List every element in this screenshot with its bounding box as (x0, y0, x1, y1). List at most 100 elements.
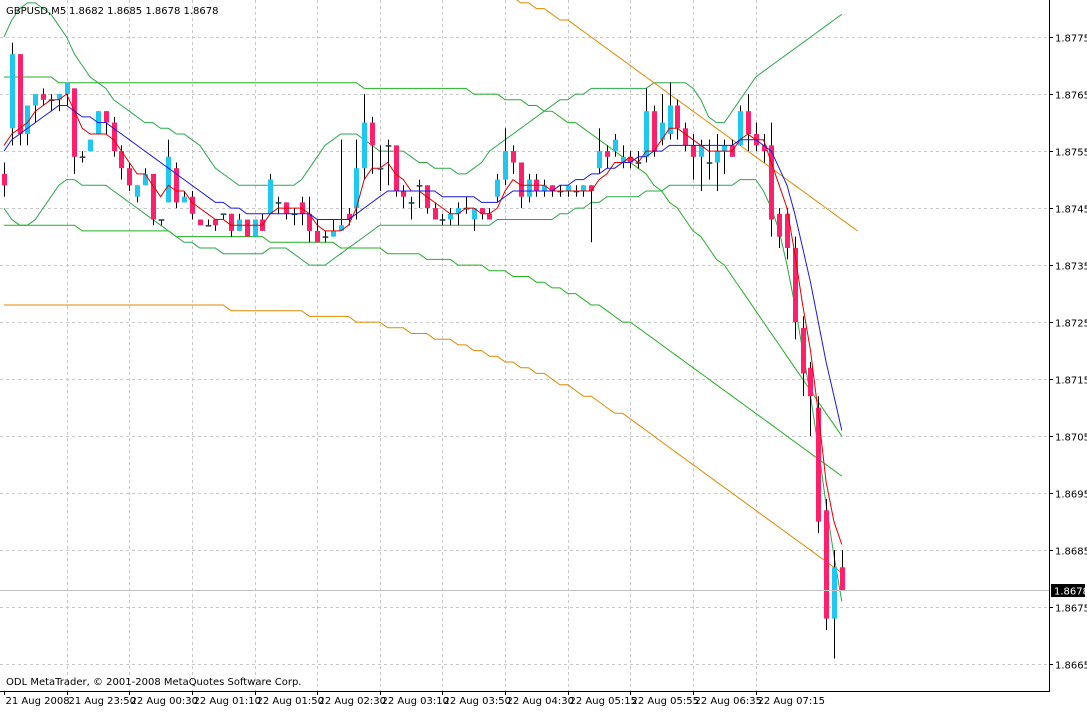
candle-body-bull (362, 122, 367, 169)
candle-body-bear (41, 94, 46, 100)
y-tick-label: 1.8765 (1055, 91, 1087, 102)
x-tick-label: 22 Aug 05:55 (632, 696, 699, 707)
candle-body-bull (503, 151, 508, 180)
candle (300, 196, 305, 226)
candle-body-bear (245, 219, 250, 237)
candle-body-bull (439, 219, 446, 221)
candle (448, 208, 453, 226)
candle (25, 105, 30, 146)
candle-body-bull (621, 156, 626, 163)
candle-body-bull (832, 567, 837, 619)
candle (370, 116, 375, 174)
candle (275, 196, 282, 214)
candle-body-bull (581, 185, 586, 191)
candle-body-bull (527, 179, 532, 197)
candle-body-bull (738, 111, 743, 146)
candle (652, 105, 657, 157)
x-tick-label: 22 Aug 05:15 (570, 696, 637, 707)
candle (166, 139, 171, 203)
candle (840, 550, 845, 591)
candle-body-bear (550, 185, 555, 191)
candle-body-bull (660, 122, 665, 140)
candle-body-bear (104, 111, 109, 123)
price-axis: 1.8775 1.8765 1.8755 1.8745 1.8735 1.8725 1.87… (1049, 34, 1087, 672)
candle (362, 94, 367, 180)
y-tick-label: 1.8705 (1055, 433, 1087, 444)
candle-body-bull (354, 168, 359, 209)
candle (88, 139, 93, 152)
candle-body-bear (433, 208, 438, 220)
candle-body-bull (715, 151, 720, 163)
x-tick-label: 22 Aug 07:15 (758, 696, 825, 707)
candle (182, 190, 187, 203)
candle (112, 116, 117, 157)
candle (762, 133, 767, 163)
candle-body-bear (801, 327, 806, 374)
candle (10, 42, 15, 146)
candle (439, 213, 446, 226)
candle (433, 202, 438, 220)
candle-body-bull (542, 185, 547, 191)
current-price-tag-bg (1051, 584, 1085, 597)
candle (151, 173, 156, 226)
candle (660, 94, 665, 146)
candle-body-bull (416, 185, 423, 187)
candle (605, 145, 610, 169)
candle (18, 54, 23, 146)
moving-average-fast-line (3, 93, 843, 545)
candle-body-bear (174, 168, 179, 203)
x-tick-label: 22 Aug 01:10 (194, 696, 261, 707)
candle (644, 88, 649, 163)
candle-body-bear (229, 213, 234, 231)
candle-body-bear (119, 151, 124, 169)
candle (597, 128, 602, 174)
candle (706, 139, 713, 180)
ohlc-readout: 1.8682 1.8685 1.8678 1.8678 (69, 6, 219, 17)
candle (808, 362, 813, 437)
candle-body-bull (220, 213, 227, 216)
candle-body-bear (628, 156, 633, 163)
candle (401, 185, 406, 209)
candle (198, 219, 203, 226)
candle-body-bear (808, 367, 813, 397)
y-tick-label: 1.8755 (1055, 148, 1087, 159)
band-outer-lower-orange-line (4, 304, 843, 574)
candle (331, 219, 336, 237)
candle (769, 122, 774, 237)
candle-body-bear (307, 213, 312, 231)
candle-body-bull (706, 162, 713, 164)
candle-body-bear (511, 151, 516, 163)
candle (205, 219, 212, 227)
candle-body-bull (275, 202, 282, 204)
band-outer-upper-green-line (4, 76, 843, 437)
candle-body-bull (33, 94, 38, 106)
candle-body-bull (65, 82, 70, 95)
candle-body-bull (597, 151, 602, 169)
candle-body-bear (213, 219, 218, 226)
candle-body-bull (57, 94, 62, 100)
x-tick-label: 21 Aug 23:50 (69, 696, 136, 707)
candle (220, 213, 227, 220)
x-tick-label: 21 Aug 2008 (6, 696, 70, 707)
candle (503, 128, 508, 186)
candle (57, 94, 62, 112)
candle-body-bear (824, 510, 829, 619)
y-tick-label: 1.8665 (1055, 661, 1087, 672)
candle (589, 185, 594, 243)
candle (72, 88, 77, 174)
candle-body-bull (182, 196, 187, 203)
candle-body-bear (480, 208, 485, 214)
candle-body-bull (25, 105, 30, 134)
candle (408, 196, 415, 220)
candle (41, 88, 46, 106)
band-outer-upper-orange-line (516, 0, 858, 232)
candle-body-bull (448, 213, 453, 220)
candle (322, 230, 329, 243)
candle-body-bull (495, 179, 500, 197)
candle-body-bear (72, 88, 77, 157)
candle-body-bear (777, 213, 782, 237)
candle-body-bear (2, 173, 7, 186)
candle-body-bear (793, 248, 798, 323)
